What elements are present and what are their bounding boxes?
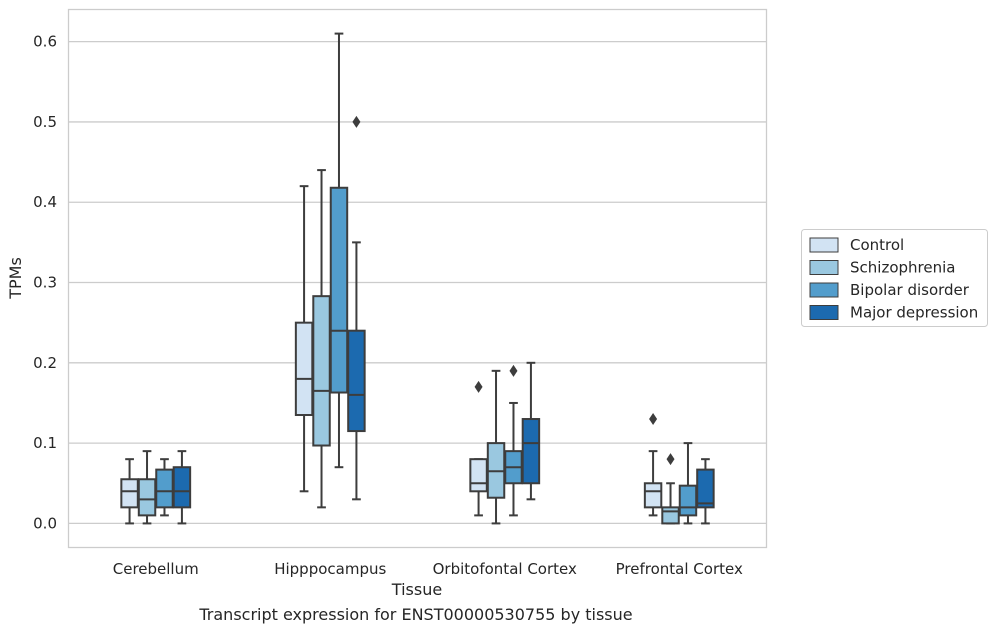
box-iqr — [329, 186, 349, 394]
y-axis-label: TPMs — [6, 257, 25, 300]
box-schizophrenia — [661, 453, 680, 525]
box-control — [643, 413, 663, 517]
box-groups — [120, 32, 715, 525]
outlier-point — [474, 380, 483, 393]
y-tick-label: 0.5 — [33, 113, 57, 131]
legend: Control Schizophrenia Bipolar disorder Majo… — [801, 229, 988, 327]
box-iqr — [137, 478, 157, 517]
y-tick-label: 0.4 — [33, 193, 57, 211]
x-tick-label: Prefrontal Cortex — [616, 560, 743, 578]
outlier-point — [509, 364, 518, 377]
y-tick-label: 0.1 — [33, 434, 57, 452]
box-major-depression — [521, 361, 541, 501]
x-axis-label: Tissue — [391, 580, 442, 599]
box-iqr — [312, 295, 331, 447]
box-iqr — [294, 321, 314, 417]
outlier-point — [666, 453, 675, 466]
x-tick-labels: Cerebellum Hipppocampus Orbitofontal Corte… — [113, 560, 743, 578]
outlier-point — [352, 115, 361, 128]
legend-label: Schizophrenia — [850, 259, 955, 277]
x-tick-label: Orbitofontal Cortex — [433, 560, 577, 578]
legend-swatch — [809, 260, 839, 275]
box-schizophrenia — [137, 450, 157, 525]
y-tick-labels: 0.0 0.1 0.2 0.3 0.4 0.5 0.6 — [33, 33, 57, 533]
legend-frame — [801, 229, 988, 327]
x-tick-label: Hipppocampus — [274, 560, 386, 578]
y-tick-label: 0.6 — [33, 33, 57, 51]
plot-frame — [67, 8, 768, 549]
legend-label: Bipolar disorder — [850, 281, 970, 299]
box-bipolar-disorder — [504, 364, 523, 517]
box-iqr — [643, 482, 663, 509]
legend-swatch — [809, 305, 839, 320]
box-schizophrenia — [312, 169, 331, 509]
box-iqr — [696, 468, 715, 509]
box-iqr — [120, 478, 139, 509]
figure-caption: Transcript expression for ENST0000053075… — [199, 605, 633, 624]
legend-swatch — [809, 282, 839, 298]
box-bipolar-disorder — [155, 458, 174, 517]
outlier-point — [649, 413, 658, 426]
box-control — [120, 458, 139, 525]
box-control — [294, 185, 314, 493]
y-tick-label: 0.3 — [33, 274, 57, 292]
legend-label: Control — [850, 236, 904, 254]
box-iqr — [678, 484, 698, 517]
box-iqr — [155, 468, 174, 509]
y-tick-label: 0.0 — [33, 514, 57, 532]
box-major-depression — [696, 458, 715, 525]
box-bipolar-disorder — [329, 32, 349, 469]
box-iqr — [661, 506, 680, 525]
box-iqr — [521, 418, 541, 485]
box-iqr — [347, 329, 366, 433]
box-major-depression — [347, 115, 366, 501]
box-control — [469, 380, 488, 517]
y-tick-label: 0.2 — [33, 354, 57, 372]
box-bipolar-disorder — [678, 442, 698, 525]
box-iqr — [172, 466, 192, 509]
legend-swatch — [809, 237, 839, 253]
box-iqr — [469, 458, 488, 493]
box-major-depression — [172, 450, 192, 525]
box-schizophrenia — [486, 369, 506, 525]
legend-label: Major depression — [850, 304, 978, 322]
gridlines — [68, 40, 767, 525]
x-tick-label: Cerebellum — [113, 560, 199, 578]
